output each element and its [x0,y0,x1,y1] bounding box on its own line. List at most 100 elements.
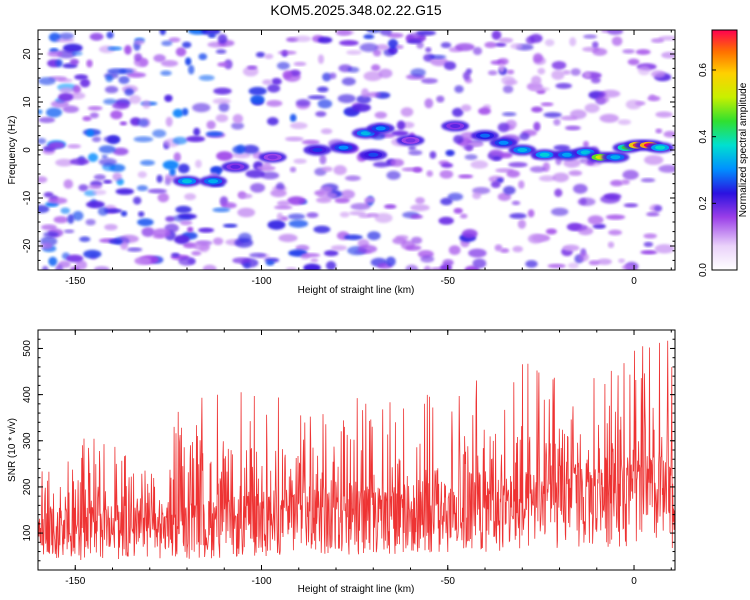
noise-blob [277,50,297,55]
noise-blob [208,33,216,38]
noise-blob [453,207,463,214]
noise-blob [287,196,306,206]
noise-blob [436,95,445,103]
noise-blob [429,151,437,159]
noise-blob [599,113,619,123]
spectrogram-noise [38,30,675,270]
noise-blob [375,44,389,51]
noise-blob [147,188,167,194]
snr-panel: -150 -100 -50 0 100 200 300 400 500 Height of s… [7,329,676,595]
noise-blob [655,111,673,118]
noise-blob [238,232,252,243]
noise-blob [120,240,129,250]
noise-blob [141,227,155,237]
noise-blob [661,51,675,59]
noise-blob [395,235,409,241]
y-tick-label: 400 [22,386,33,403]
noise-blob [218,102,230,112]
noise-blob [623,203,639,208]
noise-blob [69,58,80,66]
noise-blob [509,213,527,219]
x-tick-label: -150 [65,576,85,587]
noise-blob [98,158,117,166]
noise-blob [317,36,333,44]
noise-blob [321,166,333,172]
noise-blob [555,82,572,89]
noise-blob [248,86,267,96]
noise-blob [421,78,438,84]
noise-blob [467,141,484,147]
noise-blob [295,98,311,107]
noise-blob [232,152,251,159]
noise-blob [440,42,452,49]
noise-blob [374,213,393,223]
noise-blob [47,50,63,57]
noise-blob [563,158,581,168]
noise-blob [85,219,96,226]
noise-blob [103,136,120,143]
noise-blob [543,112,562,118]
noise-blob [104,85,119,94]
noise-blob [206,120,216,130]
noise-blob [101,154,108,159]
noise-blob [643,241,654,247]
noise-blob [236,144,246,154]
noise-blob [344,234,363,241]
noise-blob [38,138,47,145]
noise-blob [119,234,139,243]
noise-blob [565,125,581,131]
noise-blob [112,147,129,156]
noise-blob [499,248,510,253]
noise-blob [231,122,245,130]
noise-blob [245,169,265,179]
noise-blob [405,264,419,270]
noise-blob [465,145,473,152]
noise-blob [583,140,589,148]
noise-blob [643,233,657,239]
noise-blob [583,34,597,39]
noise-blob [120,210,128,217]
noise-blob [318,54,324,64]
noise-blob [137,171,147,179]
noise-blob [188,64,195,75]
noise-blob [55,264,64,270]
noise-blob [635,49,651,55]
noise-blob [569,224,588,231]
noise-blob [478,107,491,115]
noise-blob [621,179,630,185]
noise-blob [137,118,149,127]
noise-blob [171,252,180,258]
noise-blob [198,74,215,81]
noise-blob [570,68,581,76]
noise-blob [159,30,166,36]
noise-blob [654,244,675,254]
noise-blob [416,30,436,36]
noise-blob [651,38,665,43]
x-tick-label: -50 [441,276,456,287]
noise-blob [460,104,472,112]
noise-blob [48,256,58,267]
noise-blob [400,107,414,117]
noise-blob [162,160,179,170]
noise-blob [573,183,588,194]
ridge-peak [480,133,490,138]
noise-blob [271,77,282,86]
chart-title: KOM5.2025.348.02.22.G15 [270,2,441,18]
noise-blob [334,197,350,204]
noise-blob [82,116,92,122]
noise-blob [347,66,360,73]
colorbar-scale [711,29,738,271]
noise-blob [341,77,356,86]
noise-blob [350,203,371,211]
noise-blob [455,43,475,52]
noise-blob [41,265,49,270]
noise-blob [599,91,607,97]
noise-blob [420,255,435,263]
noise-blob [578,252,589,262]
noise-blob [178,163,190,174]
noise-blob [191,251,202,256]
noise-blob [300,253,311,260]
snr-y-label: SNR (10 * v/v) [7,418,18,482]
noise-blob [79,78,91,88]
